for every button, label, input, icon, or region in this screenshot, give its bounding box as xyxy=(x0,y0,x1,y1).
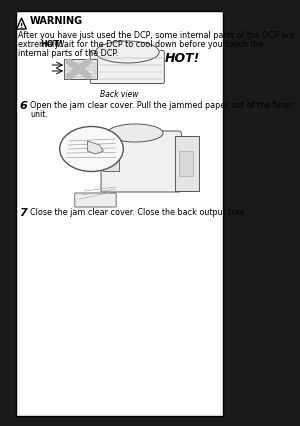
FancyBboxPatch shape xyxy=(64,59,97,79)
Text: WARNING: WARNING xyxy=(29,16,83,26)
FancyBboxPatch shape xyxy=(179,151,193,176)
FancyBboxPatch shape xyxy=(175,136,199,191)
Text: 7: 7 xyxy=(19,208,27,218)
FancyBboxPatch shape xyxy=(90,51,164,83)
Text: Wait for the DCP to cool down before you touch the: Wait for the DCP to cool down before you… xyxy=(54,40,263,49)
Text: Close the jam clear cover. Close the back output tray.: Close the jam clear cover. Close the bac… xyxy=(30,208,246,217)
Text: After you have just used the DCP, some internal parts of the DCP are: After you have just used the DCP, some i… xyxy=(17,31,294,40)
Text: Back view: Back view xyxy=(100,90,139,99)
Polygon shape xyxy=(88,141,103,154)
Text: internal parts of the DCP.: internal parts of the DCP. xyxy=(17,49,118,58)
Text: Open the jam clear cover. Pull the jammed paper out of the fuser: Open the jam clear cover. Pull the jamme… xyxy=(30,101,293,110)
Text: HOT!: HOT! xyxy=(165,52,200,66)
Ellipse shape xyxy=(107,124,163,142)
Text: extremely: extremely xyxy=(17,40,61,49)
Ellipse shape xyxy=(95,41,159,63)
Ellipse shape xyxy=(60,127,123,172)
Text: 6: 6 xyxy=(19,101,27,111)
FancyBboxPatch shape xyxy=(16,11,223,416)
Text: !: ! xyxy=(20,23,23,29)
Text: unit.: unit. xyxy=(30,110,48,119)
FancyBboxPatch shape xyxy=(75,193,116,207)
FancyBboxPatch shape xyxy=(101,131,182,192)
Text: HOT!: HOT! xyxy=(40,40,63,49)
FancyBboxPatch shape xyxy=(103,141,119,171)
